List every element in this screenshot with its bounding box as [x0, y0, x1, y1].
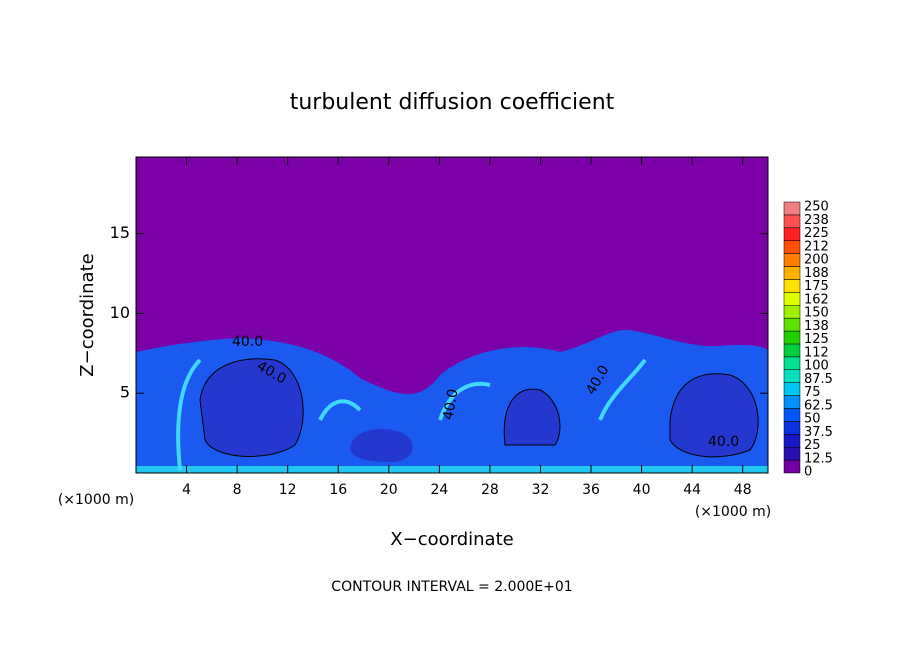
colorbar-label: 212	[804, 239, 829, 254]
colorbar-label: 12.5	[804, 451, 833, 466]
y-axis-label: Z−coordinate	[77, 253, 98, 376]
colorbar-swatch	[783, 408, 801, 422]
x-tick-label: 36	[582, 482, 600, 498]
colorbar-swatch	[783, 421, 801, 435]
x-axis-label: X−coordinate	[390, 529, 513, 550]
x-tick-label: 44	[683, 482, 701, 498]
x-tick-label: 8	[233, 482, 242, 498]
colorbar-label: 150	[804, 306, 829, 321]
contour-label: 40.0	[440, 388, 461, 421]
colorbar-label: 87.5	[804, 372, 833, 387]
colorbar-swatch	[783, 279, 801, 293]
colorbar-swatch	[783, 253, 801, 267]
colorbar-swatch	[783, 292, 801, 306]
x-tick-label: 16	[329, 482, 347, 498]
x-tick-label: 4	[182, 482, 191, 498]
contour-line	[199, 358, 759, 458]
colorbar-label: 0	[804, 465, 812, 480]
colorbar-swatch	[783, 343, 801, 358]
field-region	[504, 389, 560, 445]
field	[136, 157, 768, 473]
colorbar-swatch	[783, 304, 801, 319]
colorbar-label: 100	[804, 359, 829, 374]
colorbar-swatch	[783, 240, 801, 254]
colorbar-label: 238	[804, 213, 829, 228]
colorbar-label: 125	[804, 332, 829, 347]
colorbar-label: 200	[804, 253, 829, 268]
x-tick-label: 32	[532, 482, 550, 498]
colorbar-label: 250	[804, 200, 829, 215]
x-tick-label: 12	[279, 482, 297, 498]
colorbar-label: 162	[804, 292, 829, 307]
x-tick-label: 40	[633, 482, 651, 498]
colorbar-label: 138	[804, 319, 829, 334]
y-tick-label: 10	[110, 303, 130, 322]
chart-title: turbulent diffusion coefficient	[290, 90, 615, 115]
x-tick-label: 20	[380, 482, 398, 498]
x-tick-label: 24	[430, 482, 448, 498]
colorbar-swatch	[783, 214, 801, 229]
colorbar-swatch	[783, 356, 801, 371]
colorbar-label: 62.5	[804, 398, 833, 413]
colorbar-swatch	[783, 369, 801, 383]
colorbar-label: 112	[804, 345, 829, 360]
colorbar-label: 37.5	[804, 425, 833, 440]
field-region	[176, 358, 647, 471]
x-unit: (×1000 m)	[695, 504, 771, 520]
y-tick-label: 15	[110, 223, 130, 242]
colorbar-swatch	[783, 395, 801, 409]
x-tick-label: 48	[734, 482, 752, 498]
x-unit: (×1000 m)	[58, 492, 134, 508]
colorbar-swatch	[783, 330, 801, 345]
colorbar-swatch	[783, 227, 801, 241]
field-region	[200, 358, 304, 457]
colorbar-label: 25	[804, 438, 821, 453]
colorbar-swatch	[783, 317, 801, 332]
colorbar-label: 175	[804, 279, 829, 294]
plot-frame	[135, 156, 769, 474]
colorbar-label: 50	[804, 412, 821, 427]
footnote: CONTOUR INTERVAL = 2.000E+01	[331, 579, 572, 595]
colorbar-label: 225	[804, 226, 829, 241]
colorbar-swatch	[783, 459, 801, 474]
field-region	[136, 466, 768, 473]
contour-label: 40.0	[232, 334, 263, 350]
contour-label: 40.0	[708, 434, 739, 450]
colorbar-swatch	[783, 446, 801, 461]
colorbar-swatch	[783, 382, 801, 396]
colorbar-swatch	[783, 266, 801, 280]
y-tick-label: 5	[120, 383, 130, 402]
field-region	[350, 429, 413, 462]
colorbar-swatch	[783, 434, 801, 448]
x-tick-label: 28	[481, 482, 499, 498]
colorbar-label: 75	[804, 385, 821, 400]
colorbar-swatch	[783, 201, 801, 216]
field-region	[670, 373, 759, 457]
colorbar-label: 188	[804, 266, 829, 281]
